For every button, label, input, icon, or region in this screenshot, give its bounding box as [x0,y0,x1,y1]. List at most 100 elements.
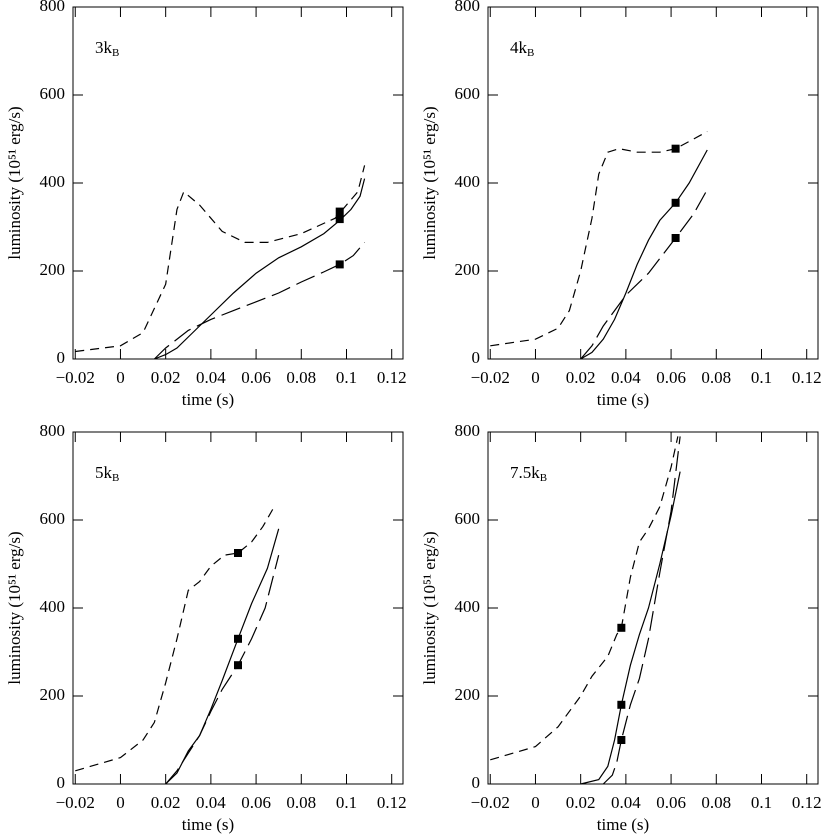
panel: −0.02 0 0.02 0.04 0.06 0.08 0.1 0.1202004006008… [5,421,407,834]
y-tick-label: 400 [455,597,481,616]
x-tick-label: 0.08 [701,368,731,387]
y-tick-label: 400 [455,172,481,191]
y-tick-label: 0 [57,348,66,367]
subscript: B [540,472,547,484]
line-series [75,506,275,772]
x-axis-label: time (s) [597,815,649,834]
y-tick-label: 600 [40,84,66,103]
line-series [580,471,681,785]
x-tick-label: 0 [531,793,540,812]
line-series [580,189,708,360]
x-tick-label: 0.08 [286,793,316,812]
x-tick-label: 0.04 [196,368,226,387]
x-tick-label: 0.06 [241,368,271,387]
x-axis-label: time (s) [182,815,234,834]
subscript: B [527,47,534,59]
plot-frame [487,431,819,785]
marker [234,549,242,557]
y-tick-label: 0 [472,773,481,792]
panel-annotation: 3kB [95,38,119,59]
x-tick-label: 0.06 [656,793,686,812]
x-tick-label: −0.02 [56,793,95,812]
y-tick-label: 200 [40,260,66,279]
panel-annotation: 4kB [510,38,534,59]
y-axis-label: luminosity (10⁵¹ erg/s) [5,106,24,259]
y-tick-label: 400 [40,172,66,191]
y-tick-label: 200 [455,685,481,704]
marker [671,234,680,242]
marker [617,736,626,744]
line-series [602,436,681,785]
line-series [75,165,366,353]
marker [671,198,680,207]
panel: −0.02 0 0.02 0.04 0.06 0.08 0.1 0.1202004006008… [420,421,822,834]
panel-annotation: 7.5kB [510,463,547,484]
y-tick-label: 800 [455,421,481,440]
y-tick-label: 600 [455,509,481,528]
y-tick-label: 0 [57,773,66,792]
x-tick-label: 0.02 [566,368,596,387]
x-tick-label: −0.02 [471,368,510,387]
x-tick-label: 0.08 [286,368,316,387]
y-axis-label: luminosity (10⁵¹ erg/s) [420,106,439,259]
line-series [154,178,366,360]
plot-frame [487,6,819,360]
x-axis-label: time (s) [182,390,234,409]
marker [234,661,242,670]
line-series [580,149,708,360]
y-tick-label: 800 [40,421,66,440]
x-tick-label: 0.04 [611,793,641,812]
line-series [165,555,280,785]
x-tick-label: 0.02 [151,793,181,812]
x-tick-label: 0 [116,368,125,387]
x-tick-label: 0 [116,793,125,812]
x-tick-label: 0.02 [566,793,596,812]
y-axis-label: luminosity (10⁵¹ erg/s) [5,531,24,684]
x-tick-label: 0.1 [751,368,772,387]
marker [335,207,344,216]
x-tick-label: 0.04 [611,368,641,387]
y-tick-label: 800 [455,0,481,15]
x-tick-label: 0.12 [377,368,407,387]
marker [335,215,344,224]
x-tick-label: −0.02 [471,793,510,812]
panel: −0.02 0 0.02 0.04 0.06 0.08 0.1 0.1202004006008… [420,0,822,409]
y-tick-label: 800 [40,0,66,15]
x-tick-label: 0.08 [701,793,731,812]
x-axis-label: time (s) [597,390,649,409]
x-tick-label: 0.12 [792,793,822,812]
x-tick-label: 0.12 [792,368,822,387]
x-tick-label: 0.02 [151,368,181,387]
marker [617,623,626,632]
x-tick-label: 0.12 [377,793,407,812]
panel-annotation: 5kB [95,463,119,484]
y-tick-label: 0 [472,348,481,367]
x-tick-label: −0.02 [56,368,95,387]
x-tick-label: 0.1 [751,793,772,812]
line-series [490,436,679,761]
plot-frame [72,431,404,785]
x-tick-label: 0.06 [656,368,686,387]
y-tick-label: 400 [40,597,66,616]
marker [671,144,680,153]
x-tick-label: 0.04 [196,793,226,812]
y-tick-label: 200 [40,685,66,704]
x-tick-label: 0.1 [336,793,357,812]
marker [335,260,344,269]
marker [234,634,242,643]
panel: −0.02 0 0.02 0.04 0.06 0.08 0.1 0.1202004006008… [5,0,407,409]
subscript: B [112,472,119,484]
y-tick-label: 200 [455,260,481,279]
line-series [153,242,366,360]
subscript: B [112,47,119,59]
x-tick-label: 0 [531,368,540,387]
x-tick-label: 0.06 [241,793,271,812]
x-tick-label: 0.1 [336,368,357,387]
plot-frame [72,6,404,360]
line-series [165,528,280,785]
y-axis-label: luminosity (10⁵¹ erg/s) [420,531,439,684]
y-tick-label: 600 [455,84,481,103]
y-tick-label: 600 [40,509,66,528]
